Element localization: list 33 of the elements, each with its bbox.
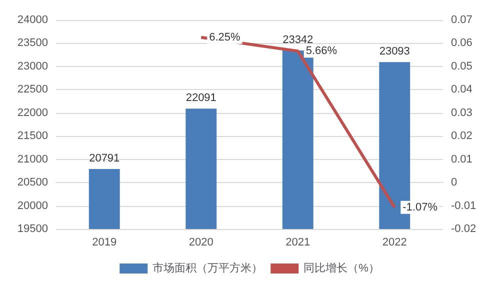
data-label: -1.07% — [402, 201, 438, 214]
y2-tick-label: 0.05 — [451, 60, 472, 72]
x-tick-label: 2022 — [382, 236, 407, 248]
data-label: 5.66% — [306, 45, 338, 58]
y-tick-label: 22500 — [17, 84, 48, 96]
data-label: 23342 — [282, 34, 314, 46]
y2-tick-label: 0 — [451, 176, 458, 189]
y2-tick-label: 0.01 — [451, 153, 472, 166]
data-label: 6.25% — [209, 31, 241, 44]
y-tick-label: 21000 — [17, 153, 48, 166]
y2-tick-label: 0.07 — [451, 14, 472, 26]
legend-label: 同比增长（%） — [304, 262, 380, 274]
data-label: 23093 — [379, 46, 410, 58]
y-tick-label: 20000 — [17, 200, 48, 212]
y2-tick-label: 0.06 — [451, 37, 472, 50]
y2-tick-label: 0.02 — [451, 130, 472, 142]
y-tick-label: 23000 — [17, 60, 48, 72]
y-tick-label: 24000 — [17, 14, 48, 26]
legend-label: 市场面积（万平方米） — [152, 262, 263, 274]
data-label: 22091 — [186, 92, 216, 104]
y-tick-label: 23500 — [17, 37, 48, 50]
y2-tick-label: 0.04 — [451, 84, 472, 96]
y-tick-label: 22000 — [17, 106, 48, 119]
x-tick-label: 2021 — [286, 236, 310, 248]
y-tick-label: 20500 — [17, 176, 48, 189]
y-tick-label: 19500 — [17, 223, 48, 235]
data-label: 20791 — [89, 152, 120, 165]
x-tick-label: 2020 — [188, 236, 214, 248]
y2-tick-label: -0.02 — [451, 223, 476, 235]
y2-tick-label: 0.03 — [451, 106, 472, 119]
x-tick-label: 2019 — [92, 236, 117, 248]
y2-tick-label: -0.01 — [451, 200, 476, 212]
y-tick-label: 21500 — [17, 130, 48, 142]
